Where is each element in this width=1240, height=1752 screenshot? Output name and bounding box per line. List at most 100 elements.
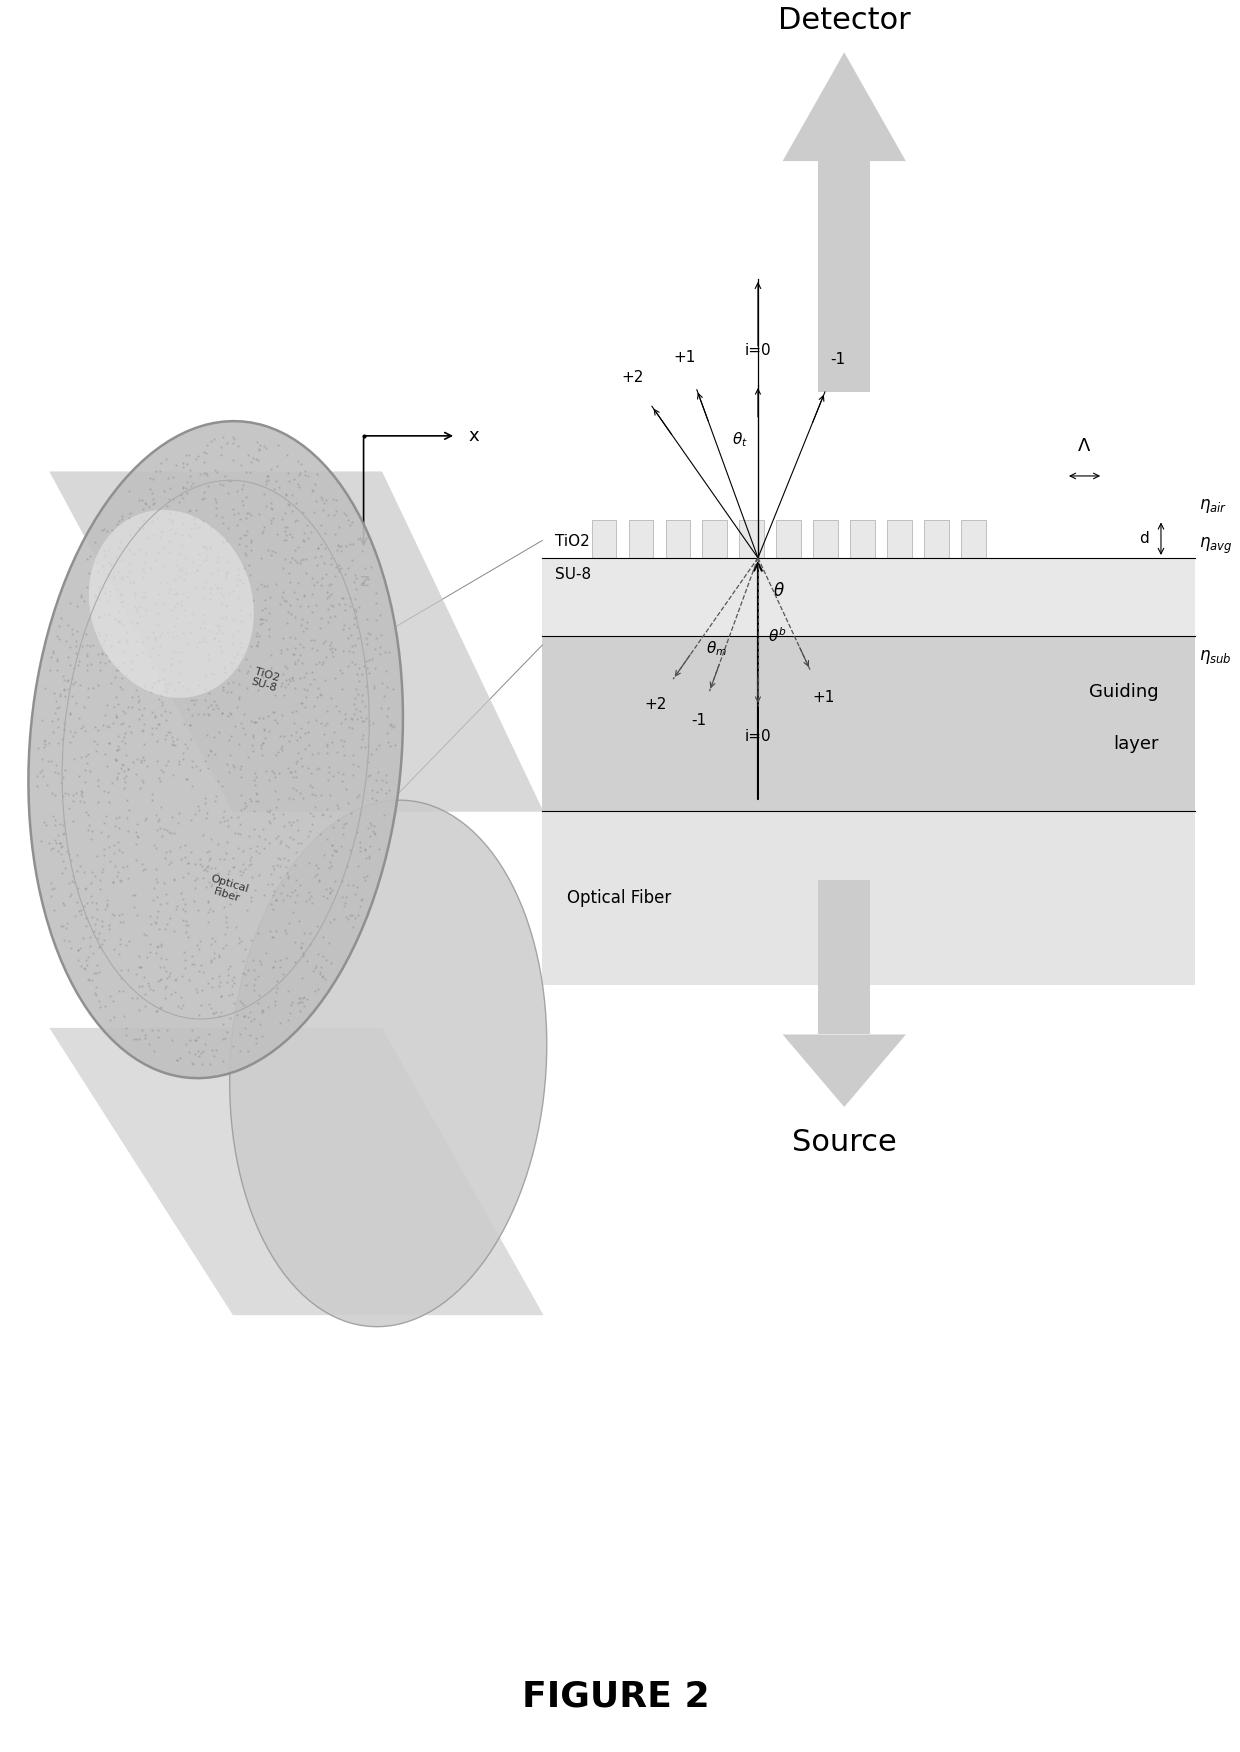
Point [89,603,109,631]
Point [268,431,288,459]
Point [95,992,115,1020]
Text: +1: +1 [812,690,835,704]
Point [234,992,254,1020]
Point [299,524,319,552]
Point [270,829,290,857]
Point [84,979,104,1007]
Point [326,837,346,865]
Point [280,520,300,548]
Point [103,867,123,895]
Point [160,575,180,603]
Point [79,932,99,960]
Point [290,997,310,1025]
Point [190,459,210,487]
Point [60,794,79,822]
Point [343,741,363,769]
Point [332,813,352,841]
Point [372,669,392,697]
Point [62,867,82,895]
Point [154,869,174,897]
Point [262,923,281,951]
Point [233,569,253,597]
Point [231,524,250,552]
Point [144,830,164,858]
Point [263,538,283,566]
Point [280,568,300,596]
Point [283,480,303,508]
Point [156,972,176,1000]
Point [76,620,95,648]
Point [180,456,200,484]
Point [268,785,288,813]
Point [270,590,290,618]
Point [260,489,280,517]
Point [113,648,133,676]
Point [217,429,237,457]
Point [45,895,64,923]
Point [254,834,274,862]
Point [73,692,93,720]
Point [215,653,234,682]
Point [172,578,192,606]
Point [347,613,367,641]
Point [184,1049,203,1077]
Point [324,485,343,513]
Point [346,696,366,724]
Point [243,443,263,471]
Point [73,892,93,920]
Point [352,661,372,689]
Point [124,894,144,922]
Point [78,741,98,769]
Point [46,825,66,853]
Point [290,988,310,1016]
Point [115,699,135,727]
Point [281,988,301,1016]
Point [68,936,88,964]
Point [170,555,190,583]
Point [177,848,197,876]
Point [286,718,306,746]
Point [45,781,64,809]
Point [274,526,294,554]
Point [203,897,223,925]
Point [272,880,291,908]
Point [252,610,272,638]
Point [179,520,198,548]
Point [358,618,378,646]
Point [177,450,197,478]
Point [167,622,187,650]
Point [352,725,372,753]
Point [202,575,222,603]
Point [115,767,135,795]
Point [53,925,73,953]
Point [334,499,353,527]
Point [290,985,310,1013]
Point [202,559,222,587]
Point [41,643,61,671]
Point [42,876,62,904]
Point [241,787,260,815]
Point [341,836,361,864]
Point [213,424,233,452]
Point [179,965,198,993]
Point [355,865,374,894]
Point [303,957,322,985]
Point [172,906,192,934]
Point [310,753,330,781]
Point [262,757,281,785]
Point [233,837,253,865]
Point [196,533,216,561]
Point [206,880,226,908]
Point [304,477,324,505]
Point [155,983,175,1011]
Point [265,776,285,804]
Point [112,753,131,781]
Point [294,582,314,610]
Point [186,752,206,780]
Point [125,578,145,606]
Point [300,759,320,787]
Point [176,897,196,925]
Point [368,731,388,759]
Point [53,811,73,839]
Point [228,802,248,830]
